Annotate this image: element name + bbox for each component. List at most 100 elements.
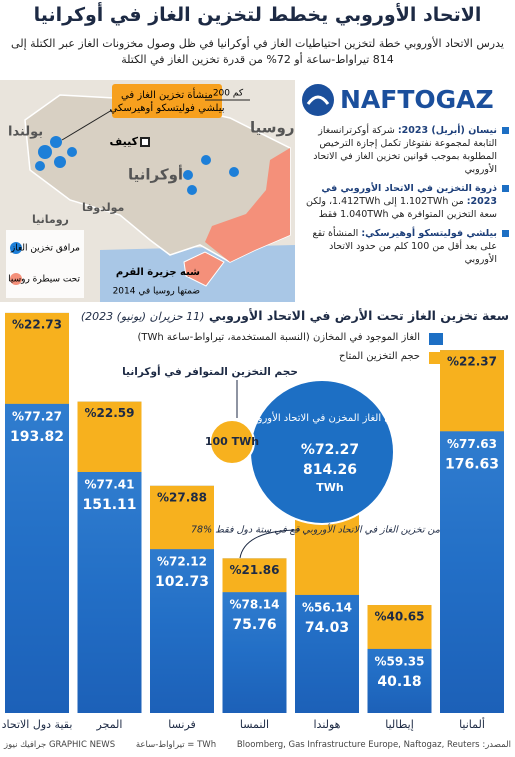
footer: المصدر: Bloomberg, Gas Infrastructure Eu…: [4, 740, 511, 750]
x-tick-label: بقية دول الاتحاد: [2, 718, 73, 731]
value-label: %77.63: [447, 437, 497, 451]
value-label: %72.12: [157, 555, 207, 569]
bar-segment: [77, 471, 142, 713]
kyiv-marker: [140, 137, 150, 147]
value-label: 176.63: [445, 456, 499, 472]
chart-title: سعة تخزين الغاز تحت الأرض في الاتحاد الأ…: [208, 308, 509, 323]
value-label: 193.82: [10, 429, 64, 445]
x-tick-label: هولندا: [314, 718, 341, 731]
info-item: ذروة التخزين في الاتحاد الأوروبي في 2023…: [305, 182, 509, 221]
value-label: %22.59: [85, 406, 135, 420]
annotations: حجم التخزين المتوافر في أوكرانيا 100 TWh إ…: [122, 364, 440, 559]
annotation-arrow: [239, 529, 301, 559]
value-label: %59.35: [375, 654, 425, 668]
annotation: 814.26: [303, 462, 357, 478]
chart-heading: سعة تخزين الغاز تحت الأرض في الاتحاد الأ…: [6, 308, 509, 323]
value-label: %77.27: [12, 409, 62, 423]
info-text: من 1.102TWh إلى 1.412TWh، ولكن سعة التخز…: [305, 196, 497, 220]
chart-subtitle: (11 حزيران (يونيو) 2023): [80, 310, 205, 323]
x-tick-label: فرنسا: [168, 718, 196, 731]
map-label: أوكرانيا: [128, 165, 183, 184]
legend-label: مرافق تخزين الغاز: [10, 244, 80, 254]
map-label: روسيا: [250, 119, 294, 137]
value-label: %22.73: [12, 317, 62, 331]
info-text: شركة أوكرترانسغاز التابعة لمجموعة نفتوغا…: [313, 125, 497, 175]
annotation: حجم التخزين المتوافر في أوكرانيا: [122, 364, 298, 378]
bar-segment: [440, 350, 504, 432]
annotation: TWh: [316, 481, 343, 494]
callout-text: منشأة تخزين الغاز في بيلشي فوليتسكو أوهير…: [109, 87, 224, 114]
map-label: شبه جزيرة القرم: [116, 267, 200, 278]
x-tick-label: إيطاليا: [385, 718, 414, 731]
callout-line: [61, 109, 113, 141]
value-label: 40.18: [377, 674, 421, 690]
bar-segment: [222, 558, 287, 593]
logo-icon: [306, 95, 330, 105]
bar-segment: [222, 592, 287, 713]
annotation: 100 TWh: [205, 435, 259, 448]
info-heading: بيلشي فوليتسكو أوهيرسكي:: [361, 228, 497, 239]
info-text: المنشأة تقع على بعد أقل من 100 كلم من حد…: [312, 228, 497, 265]
callout-box: [112, 84, 222, 118]
value-label: 151.11: [82, 497, 136, 513]
bar-segment: [5, 312, 69, 404]
value-label: %56.14: [302, 600, 352, 614]
title: الاتحاد الأوروبي يخطط لتخزين الغاز في أو…: [33, 4, 482, 26]
subtitle: يدرس الاتحاد الأوروبي خطة لتخزين احتياطي…: [11, 37, 504, 66]
map-label: مولدوفا: [82, 201, 124, 214]
info-heading: نيسان (أبريل) 2023:: [397, 125, 497, 136]
map-legend-box: [6, 230, 84, 298]
map-label: رومانيا: [32, 213, 69, 226]
bar-segment: [440, 431, 504, 713]
info-item: بيلشي فوليتسكو أوهيرسكي: المنشأة تقع على…: [305, 227, 509, 266]
source: المصدر: Bloomberg, Gas Infrastructure Eu…: [236, 740, 511, 750]
value-label: %78.14: [230, 598, 280, 612]
legend-dot: [10, 242, 22, 254]
storage-dots: [35, 136, 239, 195]
value-label: %27.88: [157, 490, 207, 504]
ukraine-circle: [209, 419, 255, 465]
bar-segment: [150, 485, 214, 550]
map: منشأة تخزين الغاز في بيلشي فوليتسكو أوهير…: [0, 80, 295, 302]
credit: GRAPHIC NEWS جرافيك نيوز: [4, 740, 116, 750]
bar-segment: [77, 401, 142, 472]
bar-segment: [367, 648, 432, 713]
annotation: %72.27: [301, 442, 359, 458]
annotation: 78% من تخزين الغاز في الاتحاد الأوروبي ق…: [191, 523, 440, 536]
value-label: 75.76: [232, 617, 276, 633]
x-tick-label: المجر: [96, 718, 123, 731]
value-label: %22.37: [447, 355, 497, 369]
value-label: %40.65: [375, 610, 425, 624]
unit-note: TWh = تيراواط-ساعة: [135, 740, 217, 750]
ukraine-shape: [24, 94, 291, 263]
value-label: 74.03: [305, 620, 349, 636]
x-tick-label: النمسا: [240, 718, 269, 731]
legend-label: الغاز الموجود في المخازن (النسبة المستخد…: [134, 331, 423, 344]
logo-icon: [302, 84, 334, 116]
occupied-area: [205, 148, 290, 262]
scale-label: 200 كم: [213, 89, 244, 99]
x-tick-label: ألمانيا: [459, 717, 485, 731]
bar-segment: [295, 594, 359, 713]
info-item: نيسان (أبريل) 2023: شركة أوكرترانسغاز ال…: [305, 124, 509, 176]
bar-segment: [5, 403, 69, 713]
bar-segment: [150, 549, 214, 713]
info-panel: نيسان (أبريل) 2023: شركة أوكرترانسغاز ال…: [305, 124, 509, 272]
annotation: إجمالي الغاز المخزن في الاتحاد الأوروبي: [247, 411, 414, 424]
value-label: %21.86: [230, 563, 280, 577]
legend-label: تحت سيطرة روسيا: [8, 275, 80, 285]
map-label: بولندا: [8, 125, 43, 140]
bar-segment: [367, 605, 432, 649]
legend-label: حجم التخزين المتاح: [336, 350, 423, 363]
crimea-shape: [183, 251, 225, 287]
info-heading: ذروة التخزين في الاتحاد الأوروبي في 2023…: [321, 183, 497, 207]
bar-chart: %22.37 %77.63 176.63 ألمانيا %40.65 %59.35 40.…: [2, 312, 504, 731]
logo-text: NAFTOGAZ: [340, 85, 494, 114]
value-label: 102.73: [155, 574, 209, 590]
legend-dot: [10, 273, 22, 285]
value-label: %77.41: [85, 477, 135, 491]
map-label: ضمتها روسيا في 2014: [113, 287, 200, 297]
legend-swatch: [429, 352, 443, 364]
